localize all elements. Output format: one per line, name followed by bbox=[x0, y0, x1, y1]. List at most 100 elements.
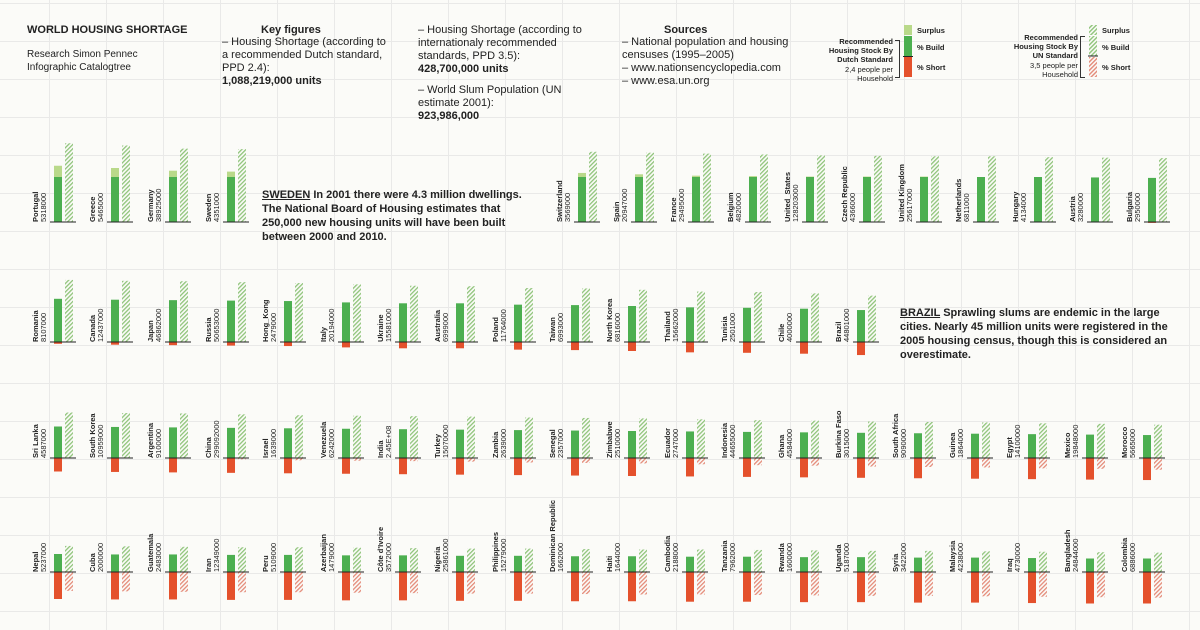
bar-dutch-short bbox=[342, 572, 350, 601]
units-label: 20947000 bbox=[620, 189, 629, 222]
bar-un-build bbox=[1039, 551, 1047, 572]
bar-dutch-build bbox=[628, 431, 636, 458]
bar-dutch-surplus bbox=[578, 172, 586, 177]
country-label: Burkina Faso bbox=[834, 410, 843, 458]
units-label: 44655000 bbox=[728, 425, 737, 458]
units-label: 4000000 bbox=[785, 313, 794, 342]
units-label: 24844000 bbox=[1071, 539, 1080, 572]
country-label: Azerbaijan bbox=[319, 534, 328, 572]
units-label: 15070000 bbox=[441, 425, 450, 458]
bar-un-short bbox=[1097, 458, 1105, 469]
country-label: North Korea bbox=[605, 298, 614, 342]
bar-dutch-build bbox=[456, 303, 464, 342]
bar-un-build bbox=[754, 549, 762, 572]
bar-dutch-short bbox=[342, 342, 350, 348]
bar-dutch-short bbox=[111, 572, 119, 600]
country-label: United_States bbox=[783, 172, 792, 222]
bar-dutch-build bbox=[1034, 177, 1042, 222]
country-label: Switzerland bbox=[555, 180, 564, 222]
annotation-brazil-text: Sprawling slums are endemic in the large… bbox=[900, 307, 1168, 361]
bar-dutch-short bbox=[914, 458, 922, 479]
country-label: Portugal bbox=[31, 192, 40, 222]
units-label: 19848000 bbox=[1071, 425, 1080, 458]
bar-dutch-build bbox=[863, 177, 871, 222]
bar-dutch-short bbox=[456, 342, 464, 349]
country-label: Argentina bbox=[146, 422, 155, 458]
key-figure-slum-value: 923,986,000 bbox=[418, 110, 480, 122]
units-label: 20194000 bbox=[327, 309, 336, 342]
units-label: 1639000 bbox=[269, 429, 278, 458]
country-label: Nepal bbox=[31, 552, 40, 572]
country-label: Poland bbox=[491, 317, 500, 342]
bar-un-build bbox=[754, 292, 762, 342]
bar-un-build bbox=[1102, 157, 1110, 222]
bar-un-build bbox=[811, 550, 819, 572]
units-label: 15662000 bbox=[671, 309, 680, 342]
bar-un-build bbox=[868, 421, 876, 458]
bar-dutch-short bbox=[227, 458, 235, 473]
units-label: 3280000 bbox=[1076, 193, 1085, 222]
bar-un-build bbox=[353, 284, 361, 342]
bar-un-short bbox=[180, 572, 188, 592]
bar-un-build bbox=[410, 416, 418, 458]
legend-dutch-title: Recommended Housing Stock By Dutch Stand… bbox=[828, 37, 893, 64]
bar-un-short bbox=[410, 572, 418, 594]
bar-un-short bbox=[525, 458, 533, 463]
bar-un-short bbox=[582, 572, 590, 595]
units-label: 2357000 bbox=[556, 429, 565, 458]
bar-un-build bbox=[238, 547, 246, 572]
units-label: 2.45E+08 bbox=[384, 426, 393, 458]
country-label: Nigeria bbox=[433, 546, 442, 572]
units-label: 4584000 bbox=[785, 429, 794, 458]
bar-un-build bbox=[65, 412, 73, 458]
bar-un-build bbox=[1154, 424, 1162, 458]
units-label: 6816000 bbox=[613, 313, 622, 342]
country-label: Chile bbox=[777, 324, 786, 342]
key-figure-intl-text: – Housing Shortage (according to interna… bbox=[418, 24, 582, 62]
units-label: 5318000 bbox=[39, 193, 48, 222]
annotation-sweden-text: In 2001 there were 4.3 million dwellings… bbox=[262, 189, 522, 243]
bar-dutch-build bbox=[342, 555, 350, 572]
bar-un-build bbox=[868, 295, 876, 342]
bar-un-build bbox=[295, 415, 303, 458]
country-label: Syria bbox=[891, 553, 900, 572]
bar-dutch-short bbox=[971, 458, 979, 479]
bar-dutch-short bbox=[686, 342, 694, 353]
country-label: Taiwan bbox=[548, 317, 557, 342]
legend-un-title: Recommended Housing Stock By UN Standard bbox=[1013, 33, 1078, 60]
bar-dutch-short bbox=[1028, 458, 1036, 480]
bar-un-short bbox=[238, 458, 246, 460]
units-label: 3422000 bbox=[899, 543, 908, 572]
legend-un-note: 3,5 people per Household bbox=[1030, 61, 1078, 79]
bar-un-build bbox=[467, 548, 475, 572]
bar-dutch-surplus bbox=[227, 171, 235, 177]
bar-un-build bbox=[467, 416, 475, 458]
country-label: Iran bbox=[204, 558, 213, 572]
units-label: 2950000 bbox=[1133, 193, 1142, 222]
bar-un-build bbox=[1097, 552, 1105, 572]
bar-dutch-build bbox=[227, 427, 235, 458]
bar-un-short bbox=[1039, 572, 1047, 597]
bar-dutch-build bbox=[571, 305, 579, 342]
bar-dutch-build bbox=[578, 177, 586, 222]
units-label: 2747000 bbox=[671, 429, 680, 458]
bar-dutch-build bbox=[628, 306, 636, 342]
country-label: Guinea bbox=[948, 432, 957, 458]
units-label: 14100000 bbox=[1013, 425, 1022, 458]
bar-dutch-short bbox=[284, 458, 292, 474]
bar-dutch-build bbox=[914, 433, 922, 458]
bar-dutch-build bbox=[628, 556, 636, 572]
units-label: 10959000 bbox=[96, 425, 105, 458]
bar-un-short bbox=[697, 572, 705, 595]
bar-dutch-surplus bbox=[635, 174, 643, 177]
bar-un-short bbox=[295, 572, 303, 593]
country-label: Bulgaria bbox=[1125, 191, 1134, 222]
bar-dutch-build bbox=[456, 429, 464, 458]
country-label: South Africa bbox=[891, 413, 900, 458]
bar-dutch-build bbox=[971, 557, 979, 572]
bar-dutch-short bbox=[743, 342, 751, 353]
legend-swatch-build bbox=[904, 36, 912, 56]
bar-dutch-build bbox=[806, 177, 814, 222]
legend-label-build: % Build bbox=[917, 43, 945, 52]
bar-dutch-build bbox=[399, 429, 407, 458]
